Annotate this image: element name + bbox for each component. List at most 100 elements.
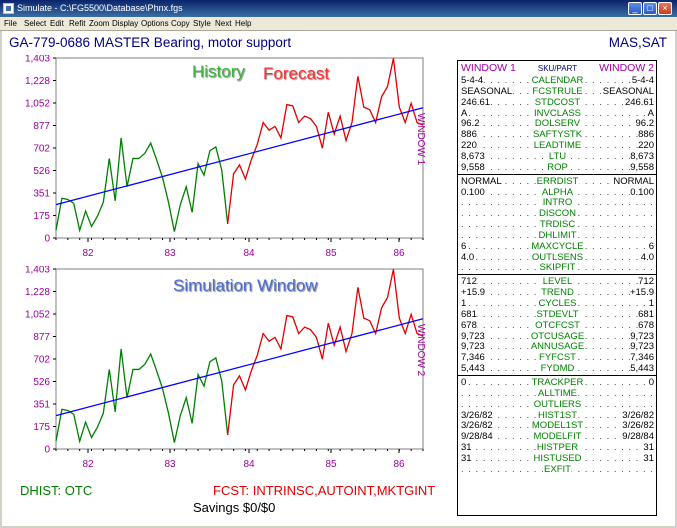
param-name: DOLSERV: [533, 118, 582, 130]
param-value-window2: 9,558: [630, 161, 654, 173]
param-row-outliers[interactable]: . . . . . . . . . . . . . . . . . . . . …: [461, 398, 654, 410]
param-row-fcstrule[interactable]: . . . . . . . . . . . . . . . . . . . . …: [461, 85, 654, 97]
param-value-window2: 712: [638, 276, 654, 288]
param-row-alltime[interactable]: . . . . . . . . . . . . . . . . . . . . …: [461, 387, 654, 399]
simulation-chart[interactable]: 0 175 351 526 702 877 1,052 1,228 1,403 82 83 84 85 8…: [2, 266, 457, 484]
param-value-window1: 31: [461, 452, 472, 464]
param-row-exfit[interactable]: . . . . . . . . . . . . . . . . . . . . …: [461, 463, 654, 475]
minimize-button[interactable]: _: [628, 2, 642, 15]
param-row-level[interactable]: . . . . . . . . . . . . . . . . . . . . …: [461, 276, 654, 288]
param-row-invclass[interactable]: . . . . . . . . . . . . . . . . . . . . …: [461, 107, 654, 119]
param-value-window2: 9/28/84: [622, 431, 654, 443]
param-row-histused[interactable]: . . . . . . . . . . . . . . . . . . . . …: [461, 452, 654, 464]
sku-part-label[interactable]: SKU/PART: [537, 64, 578, 73]
y-tick-label: 1,228: [25, 287, 50, 298]
param-row-histper[interactable]: . . . . . . . . . . . . . . . . . . . . …: [461, 442, 654, 454]
param-value-window2: 3/26/82: [622, 420, 654, 432]
menu-refit[interactable]: Refit: [69, 19, 86, 28]
param-row-modelfit[interactable]: . . . . . . . . . . . . . . . . . . . . …: [461, 431, 654, 443]
param-row-stdevlt[interactable]: . . . . . . . . . . . . . . . . . . . . …: [461, 308, 654, 320]
param-value-window1: 1: [461, 298, 467, 309]
param-row-outlsens[interactable]: . . . . . . . . . . . . . . . . . . . . …: [461, 251, 654, 263]
menu-style[interactable]: Style: [193, 19, 211, 28]
menu-zoom[interactable]: Zoom: [89, 19, 110, 28]
x-tick-label: 82: [82, 459, 94, 470]
param-row-trackper[interactable]: . . . . . . . . . . . . . . . . . . . . …: [461, 376, 654, 388]
param-row-dhlimit[interactable]: . . . . . . . . . . . . . . . . . . . . …: [461, 229, 654, 241]
param-value-window1: 5-4-4: [461, 75, 484, 86]
y-tick-label: 175: [33, 422, 50, 433]
param-row-otcfcst[interactable]: . . . . . . . . . . . . . . . . . . . . …: [461, 319, 654, 331]
param-row-discon[interactable]: . . . . . . . . . . . . . . . . . . . . …: [461, 208, 654, 220]
param-row-annusage[interactable]: . . . . . . . . . . . . . . . . . . . . …: [461, 341, 654, 353]
y-tick-label: 526: [33, 377, 50, 388]
param-row-saftystk[interactable]: . . . . . . . . . . . . . . . . . . . . …: [461, 129, 654, 141]
forecast-label: Forecast: [263, 64, 329, 83]
param-row-intro[interactable]: . . . . . . . . . . . . . . . . . . . . …: [461, 197, 654, 209]
param-row-stdcost[interactable]: . . . . . . . . . . . . . . . . . . . . …: [461, 96, 654, 108]
param-value-window1: 4.0: [461, 251, 475, 263]
menu-next[interactable]: Next: [215, 19, 232, 28]
param-row-trend[interactable]: . . . . . . . . . . . . . . . . . . . . …: [461, 287, 654, 299]
param-row-leadtime[interactable]: . . . . . . . . . . . . . . . . . . . . …: [461, 140, 654, 152]
x-tick-label: 83: [164, 248, 176, 259]
param-row-skipfit[interactable]: . . . . . . . . . . . . . . . . . . . . …: [461, 262, 654, 274]
location-code: MAS,SAT: [608, 35, 667, 50]
param-row-rop[interactable]: . . . . . . . . . . . . . . . . . . . . …: [461, 161, 654, 173]
param-row-dolserv[interactable]: . . . . . . . . . . . . . . . . . . . . …: [461, 118, 654, 130]
app-icon[interactable]: [3, 3, 14, 14]
param-name: STDCOST: [533, 96, 582, 108]
param-row-ltu[interactable]: . . . . . . . . . . . . . . . . . . . . …: [461, 150, 654, 162]
close-button[interactable]: ×: [658, 2, 672, 15]
menu-help[interactable]: Help: [235, 19, 252, 28]
menu-file[interactable]: File: [4, 19, 17, 28]
param-row-calendar[interactable]: . . . . . . . . . . . . . . . . . . . . …: [461, 75, 654, 86]
param-row-errdist[interactable]: . . . . . . . . . . . . . . . . . . . . …: [461, 175, 654, 187]
param-value-window2: 96.2: [635, 118, 654, 130]
param-value-window2: 1: [648, 298, 654, 309]
param-row-fydmd[interactable]: . . . . . . . . . . . . . . . . . . . . …: [461, 363, 654, 375]
param-name: TRDISC: [538, 219, 577, 231]
y-tick-label: 0: [44, 234, 50, 245]
param-value-window1: 3/26/82: [461, 409, 493, 421]
x-tick-label: 86: [393, 248, 405, 259]
param-row-hist1st[interactable]: . . . . . . . . . . . . . . . . . . . . …: [461, 409, 654, 421]
menu-edit[interactable]: Edit: [50, 19, 64, 28]
history-label: History: [192, 62, 245, 81]
param-value-window2: 3/26/82: [622, 409, 654, 421]
maximize-button[interactable]: □: [643, 2, 657, 15]
plot-area: [55, 57, 424, 239]
panel-window1[interactable]: WINDOW 1: [461, 62, 516, 74]
param-value-window1: 3/26/82: [461, 420, 493, 432]
title-bar[interactable]: Simulate - C:\FG5500\Database\Phnx.fgs _…: [0, 0, 677, 17]
param-name: MODELFIT: [532, 431, 583, 443]
y-tick-label: 1,403: [25, 55, 50, 65]
menu-copy[interactable]: Copy: [171, 19, 190, 28]
param-row-alpha[interactable]: . . . . . . . . . . . . . . . . . . . . …: [461, 186, 654, 198]
panel-window2[interactable]: WINDOW 2: [599, 62, 654, 74]
y-tick-label: 1,052: [25, 99, 50, 110]
param-value-window2: 678: [638, 319, 654, 331]
trend-line: [55, 318, 424, 417]
param-value-window2: 6: [648, 240, 654, 252]
param-row-fyfcst[interactable]: . . . . . . . . . . . . . . . . . . . . …: [461, 352, 654, 364]
param-row-cycles[interactable]: . . . . . . . . . . . . . . . . . . . . …: [461, 298, 654, 309]
param-name: MAXCYCLE: [530, 240, 585, 252]
history-forecast-chart[interactable]: 0 175 351 526 702 877 1,052 1,228 1,403 82 83 84 85 8…: [2, 55, 457, 273]
param-row-model1st[interactable]: . . . . . . . . . . . . . . . . . . . . …: [461, 420, 654, 432]
x-tick-label: 84: [243, 248, 255, 259]
y-tick-label: 1,228: [25, 76, 50, 87]
param-name: FYFCST: [538, 352, 577, 364]
menu-options[interactable]: Options: [141, 19, 169, 28]
param-name: LTU: [547, 150, 568, 162]
param-row-otcusage[interactable]: . . . . . . . . . . . . . . . . . . . . …: [461, 330, 654, 342]
param-value-window1: 5,443: [461, 363, 485, 375]
param-row-trdisc[interactable]: . . . . . . . . . . . . . . . . . . . . …: [461, 219, 654, 231]
param-value-window1: SEASONAL: [461, 85, 513, 97]
param-value-window2: 0: [648, 376, 654, 388]
savings-label: Savings $0/$0: [193, 500, 276, 515]
param-row-maxcycle[interactable]: . . . . . . . . . . . . . . . . . . . . …: [461, 240, 654, 252]
menu-select[interactable]: Select: [24, 19, 47, 28]
menu-display[interactable]: Display: [112, 19, 139, 28]
